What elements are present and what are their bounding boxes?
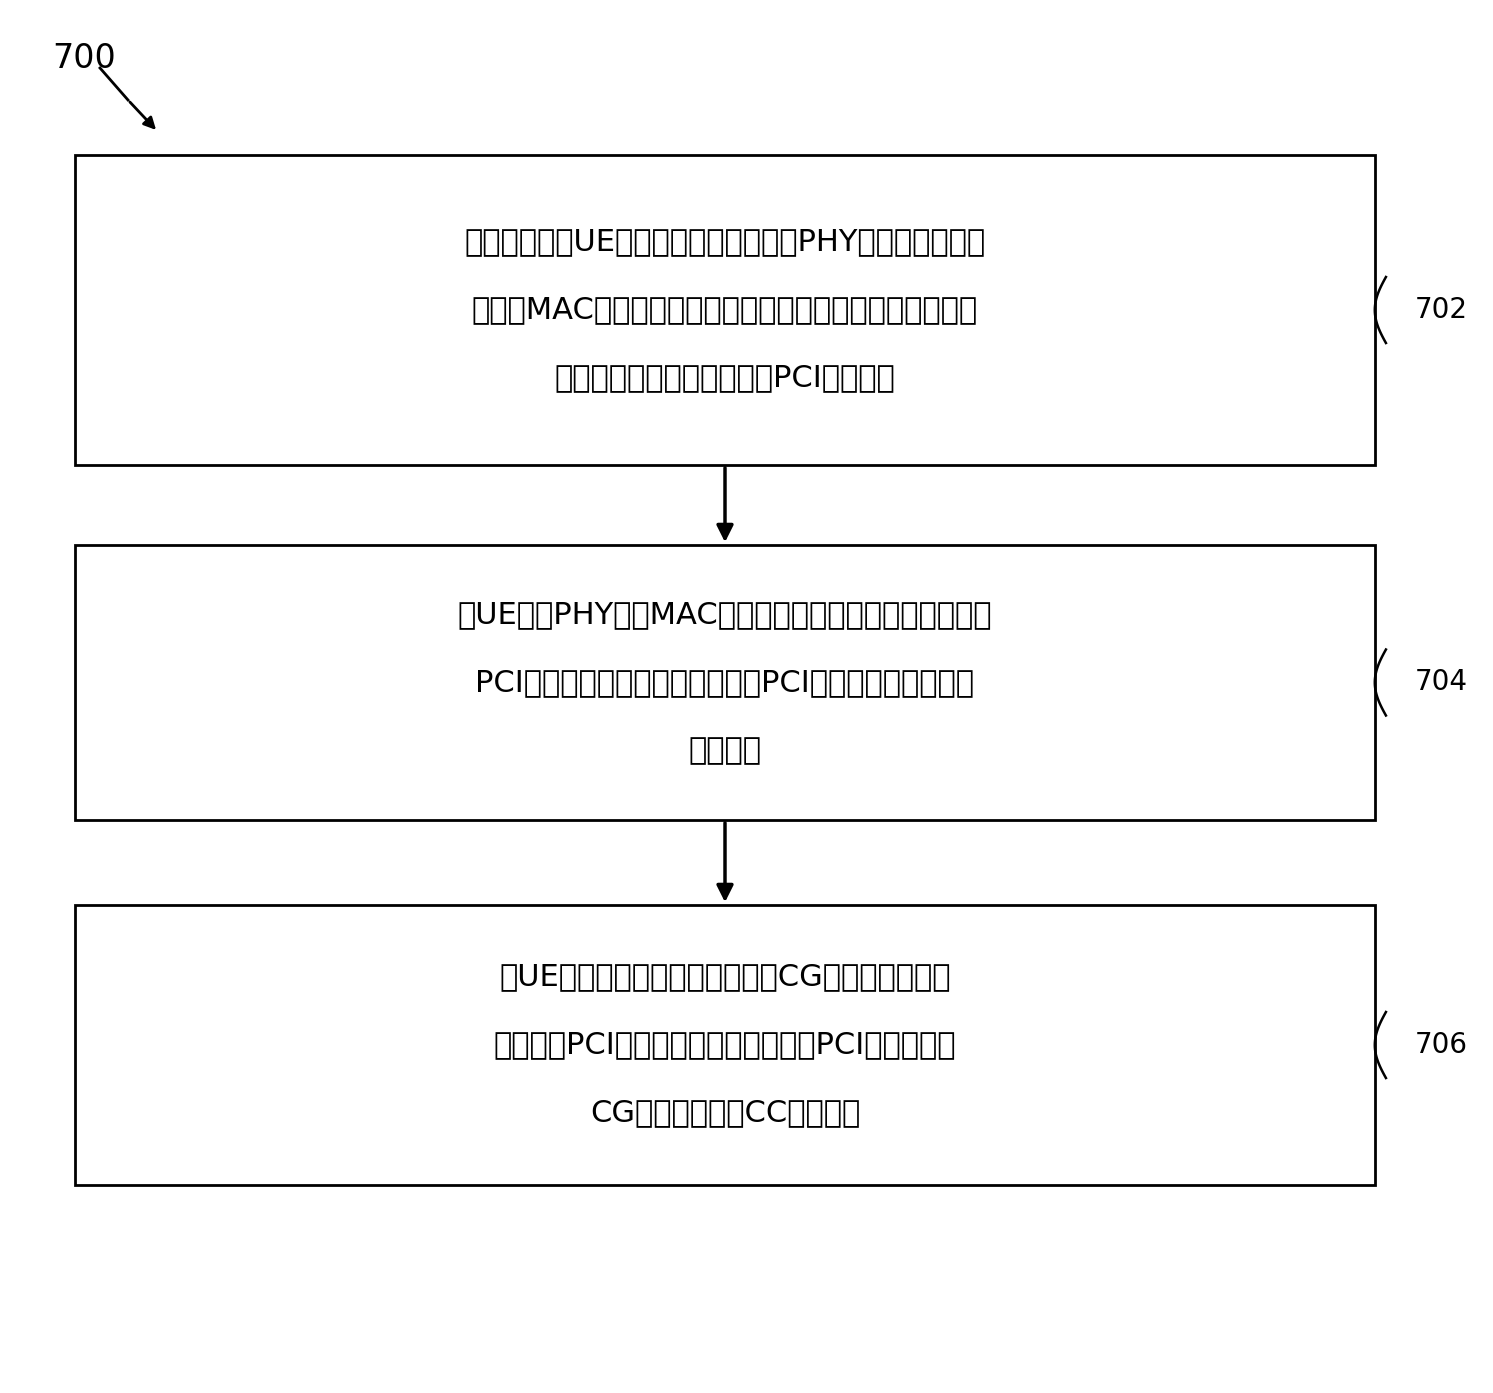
Bar	[75, 905, 1375, 1185]
Bar	[75, 545, 1375, 820]
Text: 由用户设备（UE）接收配置支持物理（PHY）层或介质接入: 由用户设备（UE）接收配置支持物理（PHY）层或介质接入	[464, 227, 985, 256]
Text: 候选目标PCI中的一个或多个候选目标PCI与至少一个: 候选目标PCI中的一个或多个候选目标PCI与至少一个	[494, 1031, 956, 1060]
Text: 控制（MAC）层移动性信令的至少一个候选目标小区的多个: 控制（MAC）层移动性信令的至少一个候选目标小区的多个	[472, 295, 978, 325]
Text: 由UE修改用于至少一个小区组（CG）的配置，其中: 由UE修改用于至少一个小区组（CG）的配置，其中	[499, 963, 951, 992]
Text: 704: 704	[1415, 669, 1468, 696]
Text: 切换过程: 切换过程	[688, 736, 761, 765]
Text: PCI中的所选一个或多个候选目标PCI相关联的目标小区的: PCI中的所选一个或多个候选目标PCI相关联的目标小区的	[475, 669, 975, 696]
Text: 702: 702	[1415, 295, 1468, 325]
Text: 706: 706	[1415, 1031, 1468, 1059]
Text: 候选目标物理小区标识符（PCI）的信令: 候选目标物理小区标识符（PCI）的信令	[554, 364, 896, 393]
Bar	[75, 155, 1375, 465]
Text: 由UE基于PHY层或MAC层移动性信令来参与到与候选目标: 由UE基于PHY层或MAC层移动性信令来参与到与候选目标	[458, 600, 993, 630]
Text: CG的分量载波（CC）相关联: CG的分量载波（CC）相关联	[590, 1099, 860, 1127]
Text: 700: 700	[52, 42, 116, 75]
